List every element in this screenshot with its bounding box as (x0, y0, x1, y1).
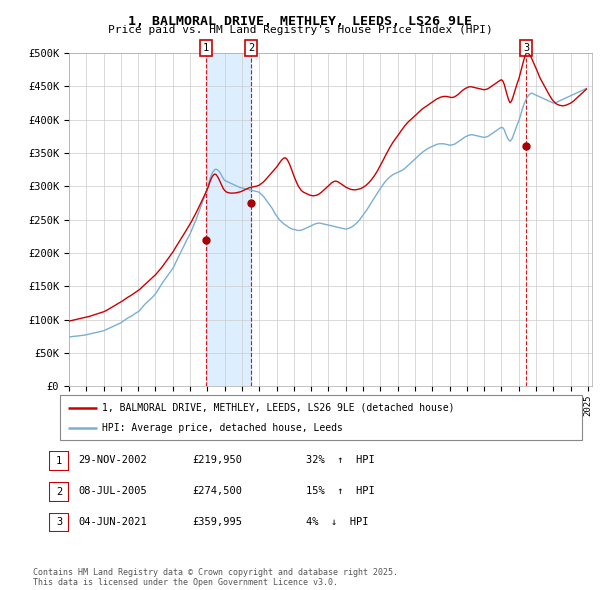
Text: 3: 3 (523, 43, 529, 53)
FancyBboxPatch shape (49, 513, 69, 532)
Text: 3: 3 (56, 517, 62, 527)
Text: Contains HM Land Registry data © Crown copyright and database right 2025.
This d: Contains HM Land Registry data © Crown c… (33, 568, 398, 587)
Text: HPI: Average price, detached house, Leeds: HPI: Average price, detached house, Leed… (102, 424, 343, 434)
Text: 08-JUL-2005: 08-JUL-2005 (78, 486, 147, 496)
Text: 1, BALMORAL DRIVE, METHLEY, LEEDS, LS26 9LE (detached house): 1, BALMORAL DRIVE, METHLEY, LEEDS, LS26 … (102, 403, 454, 412)
FancyBboxPatch shape (49, 482, 69, 502)
Text: 1: 1 (56, 456, 62, 466)
Text: £219,950: £219,950 (192, 455, 242, 465)
Text: 32%  ↑  HPI: 32% ↑ HPI (306, 455, 375, 465)
Text: 4%  ↓  HPI: 4% ↓ HPI (306, 517, 368, 526)
Text: 1: 1 (203, 43, 209, 53)
Text: 15%  ↑  HPI: 15% ↑ HPI (306, 486, 375, 496)
Bar (206, 53, 251, 386)
Text: 29-NOV-2002: 29-NOV-2002 (78, 455, 147, 465)
Text: £359,995: £359,995 (192, 517, 242, 526)
Text: 1, BALMORAL DRIVE, METHLEY, LEEDS, LS26 9LE: 1, BALMORAL DRIVE, METHLEY, LEEDS, LS26 … (128, 15, 472, 28)
FancyBboxPatch shape (60, 395, 582, 440)
Text: £274,500: £274,500 (192, 486, 242, 496)
Text: Price paid vs. HM Land Registry's House Price Index (HPI): Price paid vs. HM Land Registry's House … (107, 25, 493, 35)
FancyBboxPatch shape (49, 451, 69, 471)
Text: 2: 2 (56, 487, 62, 497)
Text: 04-JUN-2021: 04-JUN-2021 (78, 517, 147, 526)
Text: 2: 2 (248, 43, 254, 53)
